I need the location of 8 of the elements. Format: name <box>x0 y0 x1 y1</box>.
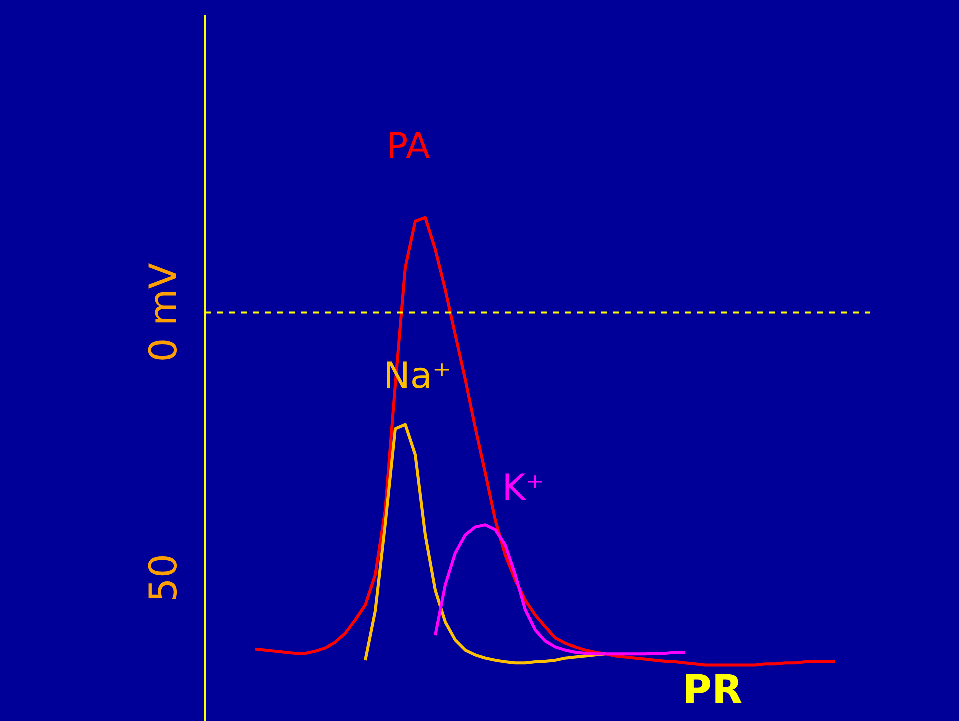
line-series <box>434 524 687 656</box>
annotation: PR <box>682 668 743 714</box>
line-series <box>364 423 607 665</box>
y-tick-label: 50 <box>142 554 186 602</box>
series-label: K⁺ <box>502 468 545 510</box>
y-tick-label: 0 mV <box>142 263 186 362</box>
series-label: PA <box>386 126 431 168</box>
line-series <box>254 216 837 667</box>
